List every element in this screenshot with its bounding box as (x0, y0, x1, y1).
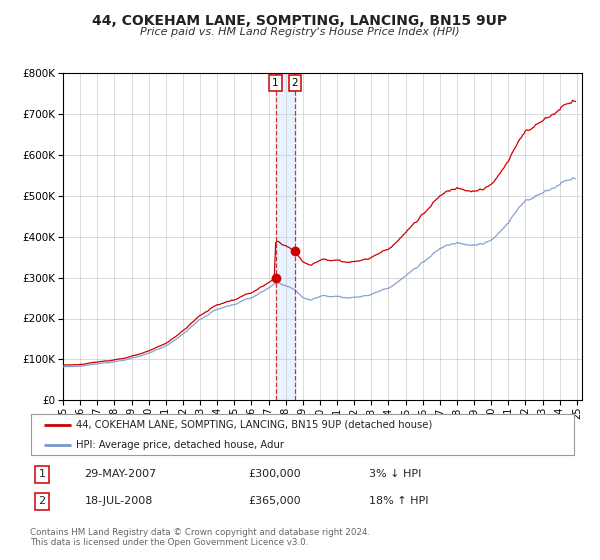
Text: 1: 1 (38, 469, 46, 479)
Text: 18-JUL-2008: 18-JUL-2008 (85, 496, 153, 506)
Text: 44, COKEHAM LANE, SOMPTING, LANCING, BN15 9UP: 44, COKEHAM LANE, SOMPTING, LANCING, BN1… (92, 14, 508, 28)
Text: 1: 1 (272, 78, 279, 88)
Text: HPI: Average price, detached house, Adur: HPI: Average price, detached house, Adur (76, 440, 284, 450)
Text: 3% ↓ HPI: 3% ↓ HPI (368, 469, 421, 479)
Text: £300,000: £300,000 (248, 469, 301, 479)
Text: 2: 2 (38, 496, 46, 506)
Text: 2: 2 (292, 78, 298, 88)
Text: Contains HM Land Registry data © Crown copyright and database right 2024.
This d: Contains HM Land Registry data © Crown c… (30, 528, 370, 547)
Text: £365,000: £365,000 (248, 496, 301, 506)
Text: 18% ↑ HPI: 18% ↑ HPI (368, 496, 428, 506)
Text: 44, COKEHAM LANE, SOMPTING, LANCING, BN15 9UP (detached house): 44, COKEHAM LANE, SOMPTING, LANCING, BN1… (76, 419, 433, 430)
FancyBboxPatch shape (31, 414, 574, 455)
Text: Price paid vs. HM Land Registry's House Price Index (HPI): Price paid vs. HM Land Registry's House … (140, 27, 460, 37)
Bar (275, 73, 295, 400)
Text: 29-MAY-2007: 29-MAY-2007 (85, 469, 157, 479)
